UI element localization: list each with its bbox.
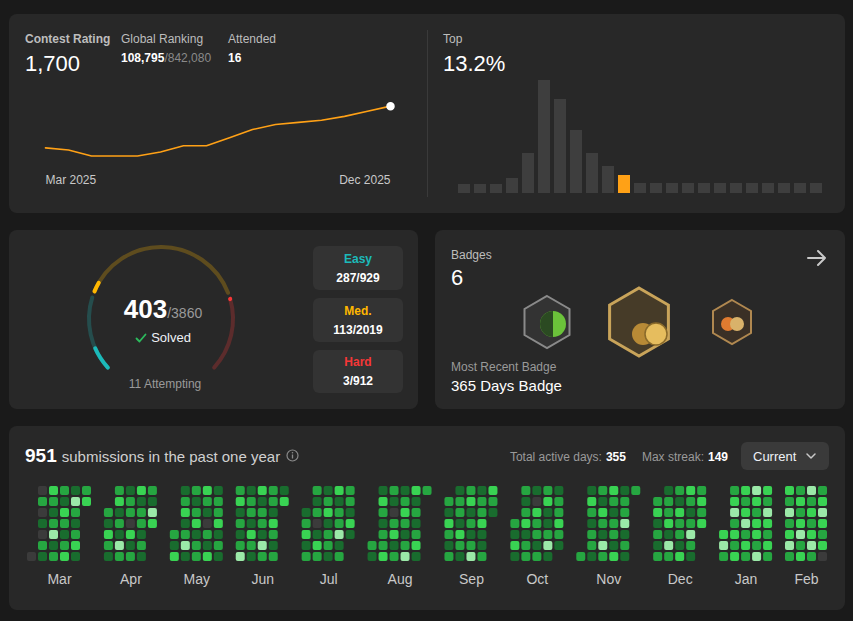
svg-text:May: May (184, 571, 210, 587)
svg-text:Nov: Nov (596, 571, 621, 587)
svg-text:Dec 2025: Dec 2025 (339, 173, 391, 187)
html-text:Total active days: 355: Total active days: 355 (509, 450, 626, 464)
html-text:3/912: 3/912 (343, 374, 373, 388)
html-text:Current: Current (753, 449, 797, 464)
html-text:1,700: 1,700 (25, 51, 81, 76)
svg-text:Jan: Jan (735, 571, 758, 587)
html-text:Attended: Attended (228, 32, 276, 46)
html-text:951 submissions in the past on: 951 submissions in the past one year (25, 445, 281, 466)
html-text:16: 16 (228, 51, 242, 65)
svg-text:Feb: Feb (794, 571, 818, 587)
html-text:365 Days Badge: 365 Days Badge (451, 377, 562, 394)
html-text:Top: Top (443, 32, 463, 46)
html-text:Max streak: 149: Max streak: 149 (642, 450, 728, 464)
svg-text:Jul: Jul (320, 571, 338, 587)
svg-text:Jun: Jun (251, 571, 274, 587)
svg-text:Apr: Apr (120, 571, 142, 587)
html-text:Hard: Hard (344, 355, 372, 369)
svg-text:Mar: Mar (47, 571, 71, 587)
html-text:113/2019: 113/2019 (333, 322, 383, 337)
svg-text:Sep: Sep (459, 571, 484, 587)
html-text:Med.: Med. (344, 303, 372, 318)
html-text:11 Attempting: 11 Attempting (128, 377, 202, 391)
html-text:Badges: Badges (451, 248, 492, 262)
html-text:Most Recent Badge: Most Recent Badge (451, 360, 557, 374)
html-text:6: 6 (451, 265, 464, 290)
html-text:403/3860: 403/3860 (123, 294, 203, 324)
html-text:287/929: 287/929 (336, 270, 380, 285)
html-text:Contest Rating: Contest Rating (25, 32, 111, 46)
svg-text:Aug: Aug (388, 571, 413, 587)
html-text:Solved: Solved (151, 330, 191, 345)
html-text:13.2%: 13.2% (443, 51, 506, 76)
html-text:Easy: Easy (344, 251, 372, 266)
svg-text:Oct: Oct (526, 571, 548, 587)
html-text:Global Ranking: Global Ranking (121, 32, 204, 46)
svg-text:Dec: Dec (668, 571, 693, 587)
html-text:108,795 /842,080: 108,795 /842,080 (121, 51, 212, 65)
svg-text:Mar 2025: Mar 2025 (46, 173, 97, 187)
